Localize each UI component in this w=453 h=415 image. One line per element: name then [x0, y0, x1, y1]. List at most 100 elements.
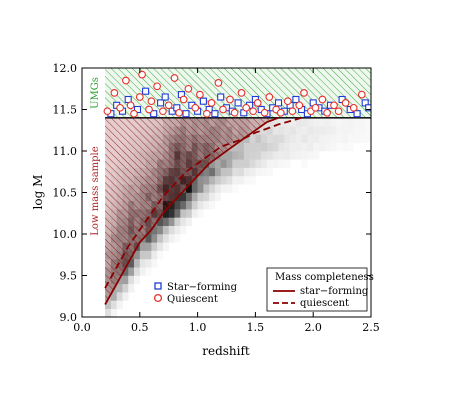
density-bin [353, 117, 360, 127]
y-axis: 9.0 9.5 10.0 10.5 11.0 11.5 12.0 [53, 62, 371, 324]
density-bin [220, 159, 227, 168]
density-bin [261, 151, 268, 160]
density-bin [226, 167, 233, 177]
density-bin [301, 126, 308, 135]
density-bin [157, 242, 164, 251]
density-bin [203, 192, 210, 202]
density-bin [324, 117, 331, 127]
umg-star-forming-marker [161, 93, 169, 101]
density-bin [122, 292, 129, 301]
density-bin [191, 209, 198, 218]
density-bin [342, 134, 349, 143]
density-bin [157, 217, 164, 226]
density-bin [284, 159, 291, 168]
density-bin [139, 242, 146, 251]
density-bin [266, 142, 274, 152]
density-bin [157, 234, 164, 243]
density-bin [191, 192, 198, 202]
density-bin [347, 142, 354, 152]
density-bin [318, 117, 326, 127]
density-bin [249, 151, 256, 160]
density-bin [214, 184, 222, 193]
legend-series-quiescent: quiescent [300, 298, 349, 309]
density-bin [209, 184, 216, 193]
y-tick-label: 10.5 [53, 187, 78, 200]
density-bin [307, 134, 314, 143]
umg-quiescent-marker [260, 108, 269, 117]
density-bin [220, 175, 227, 185]
density-bin [220, 151, 227, 160]
density-bin [191, 184, 198, 193]
density-bin [243, 142, 250, 152]
density-bin [226, 151, 233, 160]
density-bin [128, 275, 135, 285]
umg-star-forming-marker [292, 95, 300, 104]
density-bin [307, 151, 314, 160]
density-bin [145, 267, 152, 276]
density-bin [157, 225, 164, 235]
density-bin [261, 159, 268, 168]
density-bin [145, 242, 152, 251]
umg-quiescent-marker [170, 74, 179, 82]
density-bin [116, 283, 123, 293]
density-bin [232, 159, 239, 168]
umg-region-label: UMGs [90, 77, 101, 109]
density-bin [139, 258, 146, 268]
density-bin [157, 250, 164, 260]
density-bin [290, 151, 297, 160]
density-bin [186, 200, 193, 210]
density-bin [272, 117, 279, 127]
density-bin [110, 292, 117, 301]
umg-quiescent-marker [122, 76, 130, 85]
density-bin [186, 184, 193, 193]
density-bin [162, 217, 169, 226]
density-bin [249, 159, 256, 168]
density-bin [278, 126, 285, 135]
density-bin [272, 159, 279, 168]
density-bin [301, 117, 308, 127]
x-axis: 0.0 0.5 1.0 1.5 2.0 2.5 [73, 68, 380, 334]
density-bin [151, 225, 158, 235]
umg-quiescent-marker [153, 82, 161, 91]
umg-quiescent-marker [323, 108, 331, 117]
density-bin [249, 175, 256, 185]
density-bin [151, 250, 158, 260]
density-bin [347, 126, 354, 135]
density-bin [353, 126, 360, 135]
density-bin [220, 167, 227, 177]
density-bin [261, 134, 268, 143]
density-bin [180, 200, 187, 210]
density-bin [145, 234, 152, 243]
density-bin [238, 142, 245, 152]
umg-quiescent-marker [276, 108, 285, 117]
density-bin [226, 175, 233, 185]
density-bin [110, 308, 117, 317]
density-bin [197, 184, 204, 193]
density-bin [134, 258, 141, 268]
density-bin [272, 142, 279, 152]
umg-quiescent-marker [237, 89, 246, 97]
umg-quiescent-marker [334, 107, 343, 116]
density-bin [232, 184, 239, 193]
density-bin [243, 151, 250, 160]
density-bin [232, 167, 239, 177]
density-bin [347, 134, 354, 143]
density-bin [290, 142, 297, 152]
density-bin [307, 142, 314, 152]
umg-star-forming-marker [234, 99, 242, 107]
density-bin [197, 192, 204, 202]
density-bin [266, 151, 274, 160]
density-bin [255, 126, 262, 135]
density-bin [232, 142, 239, 152]
density-bin [359, 117, 366, 127]
density-bin [232, 151, 239, 160]
umg-quiescent-marker [147, 97, 156, 106]
density-bin [232, 175, 239, 185]
density-bin [330, 117, 337, 127]
density-bin [220, 184, 227, 193]
umg-quiescent-marker [230, 108, 239, 117]
density-bin [105, 308, 112, 317]
density-bin [301, 159, 308, 168]
density-bin [359, 126, 366, 135]
density-bin [336, 134, 343, 143]
